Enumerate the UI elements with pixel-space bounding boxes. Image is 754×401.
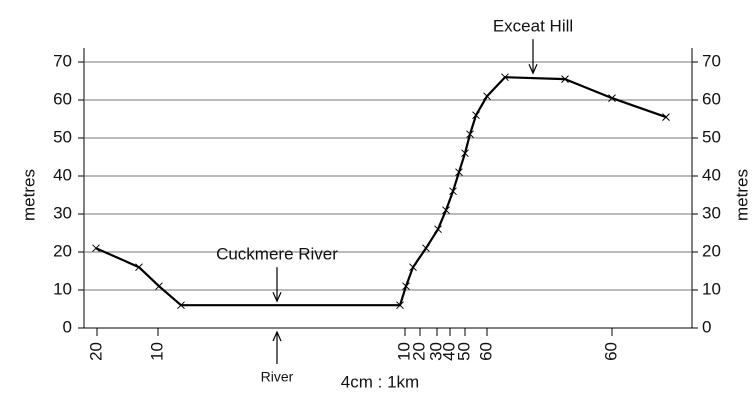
point-cross xyxy=(501,73,509,82)
y2-tick-label: 60 xyxy=(702,89,721,108)
point-cross xyxy=(135,263,143,272)
x-tick-label: 40 xyxy=(439,342,458,361)
point-cross xyxy=(466,130,474,139)
point-cross xyxy=(662,113,670,121)
point-cross xyxy=(455,168,463,177)
y-tick-label: 30 xyxy=(53,203,72,222)
x-axis-label: 4cm : 1km xyxy=(341,372,419,391)
point-cross xyxy=(155,282,163,291)
arrow-head xyxy=(272,330,282,342)
y2-tick-label: 30 xyxy=(702,203,721,222)
point-cross xyxy=(409,263,417,272)
point-cross xyxy=(561,75,569,83)
y-tick-label: 70 xyxy=(53,51,72,70)
annotation: Exceat Hill xyxy=(493,17,573,36)
point-cross xyxy=(177,301,185,310)
y-tick-label: 60 xyxy=(53,89,72,108)
y2-tick-label: 50 xyxy=(702,127,721,146)
y2-tick-label: 0 xyxy=(702,317,711,336)
y-axis-label: metres xyxy=(19,169,38,221)
x-tick-label: 20 xyxy=(86,342,105,361)
point-cross xyxy=(442,206,450,215)
y2-tick-label: 20 xyxy=(702,241,721,260)
point-cross xyxy=(396,301,404,310)
y-tick-label: 0 xyxy=(63,317,72,336)
y2-tick-label: 70 xyxy=(702,51,721,70)
point-cross xyxy=(402,282,410,291)
point-cross xyxy=(449,187,457,196)
arrow-head xyxy=(528,63,538,75)
y2-tick-label: 10 xyxy=(702,279,721,298)
x-tick-label: 10 xyxy=(394,342,413,361)
x-tick-label: 60 xyxy=(476,342,495,361)
point-cross xyxy=(472,111,480,120)
y-tick-label: 10 xyxy=(53,279,72,298)
y2-axis-label: metres xyxy=(732,169,751,221)
y-tick-label: 20 xyxy=(53,241,72,260)
point-cross xyxy=(92,244,100,253)
x-tick-label: 20 xyxy=(409,342,428,361)
y-tick-label: 50 xyxy=(53,127,72,146)
x-tick-label: 60 xyxy=(601,342,620,361)
point-cross xyxy=(422,244,430,253)
river-label: River xyxy=(261,369,294,385)
profile-line xyxy=(95,76,667,307)
point-cross xyxy=(461,149,469,158)
point-cross xyxy=(608,94,616,102)
x-tick-label: 50 xyxy=(454,342,473,361)
annotation: Cuckmere River xyxy=(216,245,338,264)
arrow-head xyxy=(272,291,282,303)
point-cross xyxy=(434,225,442,234)
y2-tick-label: 40 xyxy=(702,165,721,184)
x-tick-label: 10 xyxy=(147,342,166,361)
y-tick-label: 40 xyxy=(53,165,72,184)
point-cross xyxy=(483,92,491,101)
x-tick-label: 30 xyxy=(426,342,445,361)
